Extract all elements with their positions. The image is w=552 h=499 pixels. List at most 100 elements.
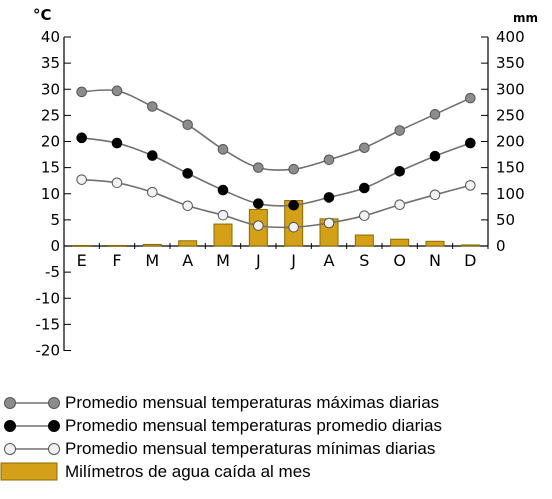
month-label: J [255,251,261,270]
month-label: F [112,251,121,270]
left-tick-label: 20 [41,133,60,151]
month-label: E [77,251,87,270]
left-tick-label: -15 [36,315,61,333]
min-temp-point [323,217,335,229]
max-temp-point [76,86,87,98]
max-temp-point [217,144,229,155]
max-temp-point [429,109,441,120]
right-tick-label: 100 [496,185,525,203]
left-tick-label: 40 [41,28,60,46]
avg-temp-point [253,198,264,209]
left-tick-label: 15 [41,159,60,177]
avg-temp-point [394,165,405,177]
min-temp-point [76,174,87,185]
legend-marker-max-icon [4,397,60,409]
month-label: M [216,251,230,270]
precipitation-bars [72,200,480,247]
right-tick-label: 150 [496,159,525,177]
avg-temp-point [111,137,123,149]
max-temp-line [81,89,471,171]
legend-marker-min-icon [4,443,60,455]
avg-temp-point [217,184,229,196]
left-tick-label: -20 [36,342,61,360]
left-tick-label: 5 [50,211,60,229]
precipitation-bar [107,244,127,247]
max-temp-point [147,101,158,112]
min-temp-point [359,210,370,221]
precipitation-bar [142,243,162,247]
min-temp-point [217,209,229,221]
month-label: A [182,251,193,270]
month-label: S [359,251,369,270]
max-temp-point [111,85,123,97]
avg-temp-point [182,168,193,179]
avg-temp-line [81,137,471,207]
min-temp-point [253,220,264,231]
month-label: J [290,251,296,270]
month-label: A [324,251,335,270]
avg-temp-point [288,199,299,211]
legend-label-max: Promedio mensual temperaturas máximas di… [65,393,440,412]
left-tick-label: 25 [41,106,60,124]
left-tick-label: 10 [41,185,60,203]
left-tick-label: 35 [41,54,60,72]
min-temp-point [429,189,441,201]
month-label: D [464,251,476,270]
avg-temp-point [465,137,476,149]
max-temp-point [359,142,370,154]
precipitation-bar [460,244,480,247]
right-tick-label: 0 [496,237,506,255]
min-temp-point [182,200,193,212]
month-label: O [393,251,406,270]
month-label: N [429,251,441,270]
max-temp-point [323,154,335,166]
legend-label-precip: Milímetros de agua caída al mes [65,462,311,481]
right-tick-label: 300 [496,80,525,98]
max-temp-point [394,125,405,136]
right-tick-label: 350 [496,54,525,72]
min-temp-point [288,221,299,233]
legend-item-min: Promedio mensual temperaturas mínimas di… [0,438,435,460]
month-label: M [145,251,159,270]
left-tick-label: -5 [45,263,60,281]
avg-temp-point [429,150,441,162]
precipitation-bar [72,244,92,247]
right-tick-label: 250 [496,106,525,124]
left-tick-label: -10 [36,289,61,307]
right-tick-label: 200 [496,133,525,151]
precipitation-bar [354,234,374,247]
legend-label-avg: Promedio mensual temperaturas promedio d… [65,416,443,435]
max-temp-point [253,162,264,173]
right-tick-label: 50 [496,211,515,229]
right-tick-label: 400 [496,28,525,46]
legend-label-min: Promedio mensual temperaturas mínimas di… [65,439,436,458]
min-temp-point [147,186,158,198]
min-temp-point [394,199,405,211]
left-tick-label: 0 [50,237,60,255]
climate-chart: 4035302520151050-5-10-15-204003503002502… [33,6,538,360]
precipitation-bar [213,223,233,247]
axis-labels: 4035302520151050-5-10-15-204003503002502… [33,6,538,360]
axes [63,36,489,351]
right-axis-unit: mm [513,11,538,25]
legend-item-precip: Milímetros de agua caída al mes [0,461,311,483]
legend-bar-swatch-icon [0,462,58,481]
precipitation-bar [178,240,198,247]
legend-marker-avg-icon [4,420,60,432]
avg-temp-point [147,150,158,161]
temperature-lines [76,85,476,233]
legend-item-avg: Promedio mensual temperaturas promedio d… [0,415,442,437]
precipitation-bar [425,240,445,247]
max-temp-point [465,92,476,104]
avg-temp-point [323,192,335,203]
left-axis-unit: °C [33,6,52,24]
avg-temp-point [359,182,370,194]
legend-item-max: Promedio mensual temperaturas máximas di… [0,392,439,414]
min-temp-point [465,180,476,191]
min-temp-line [81,178,471,229]
max-temp-point [288,163,299,175]
precipitation-bar [390,238,410,247]
max-temp-point [182,119,193,131]
min-temp-point [111,177,123,189]
avg-temp-point [76,132,87,144]
